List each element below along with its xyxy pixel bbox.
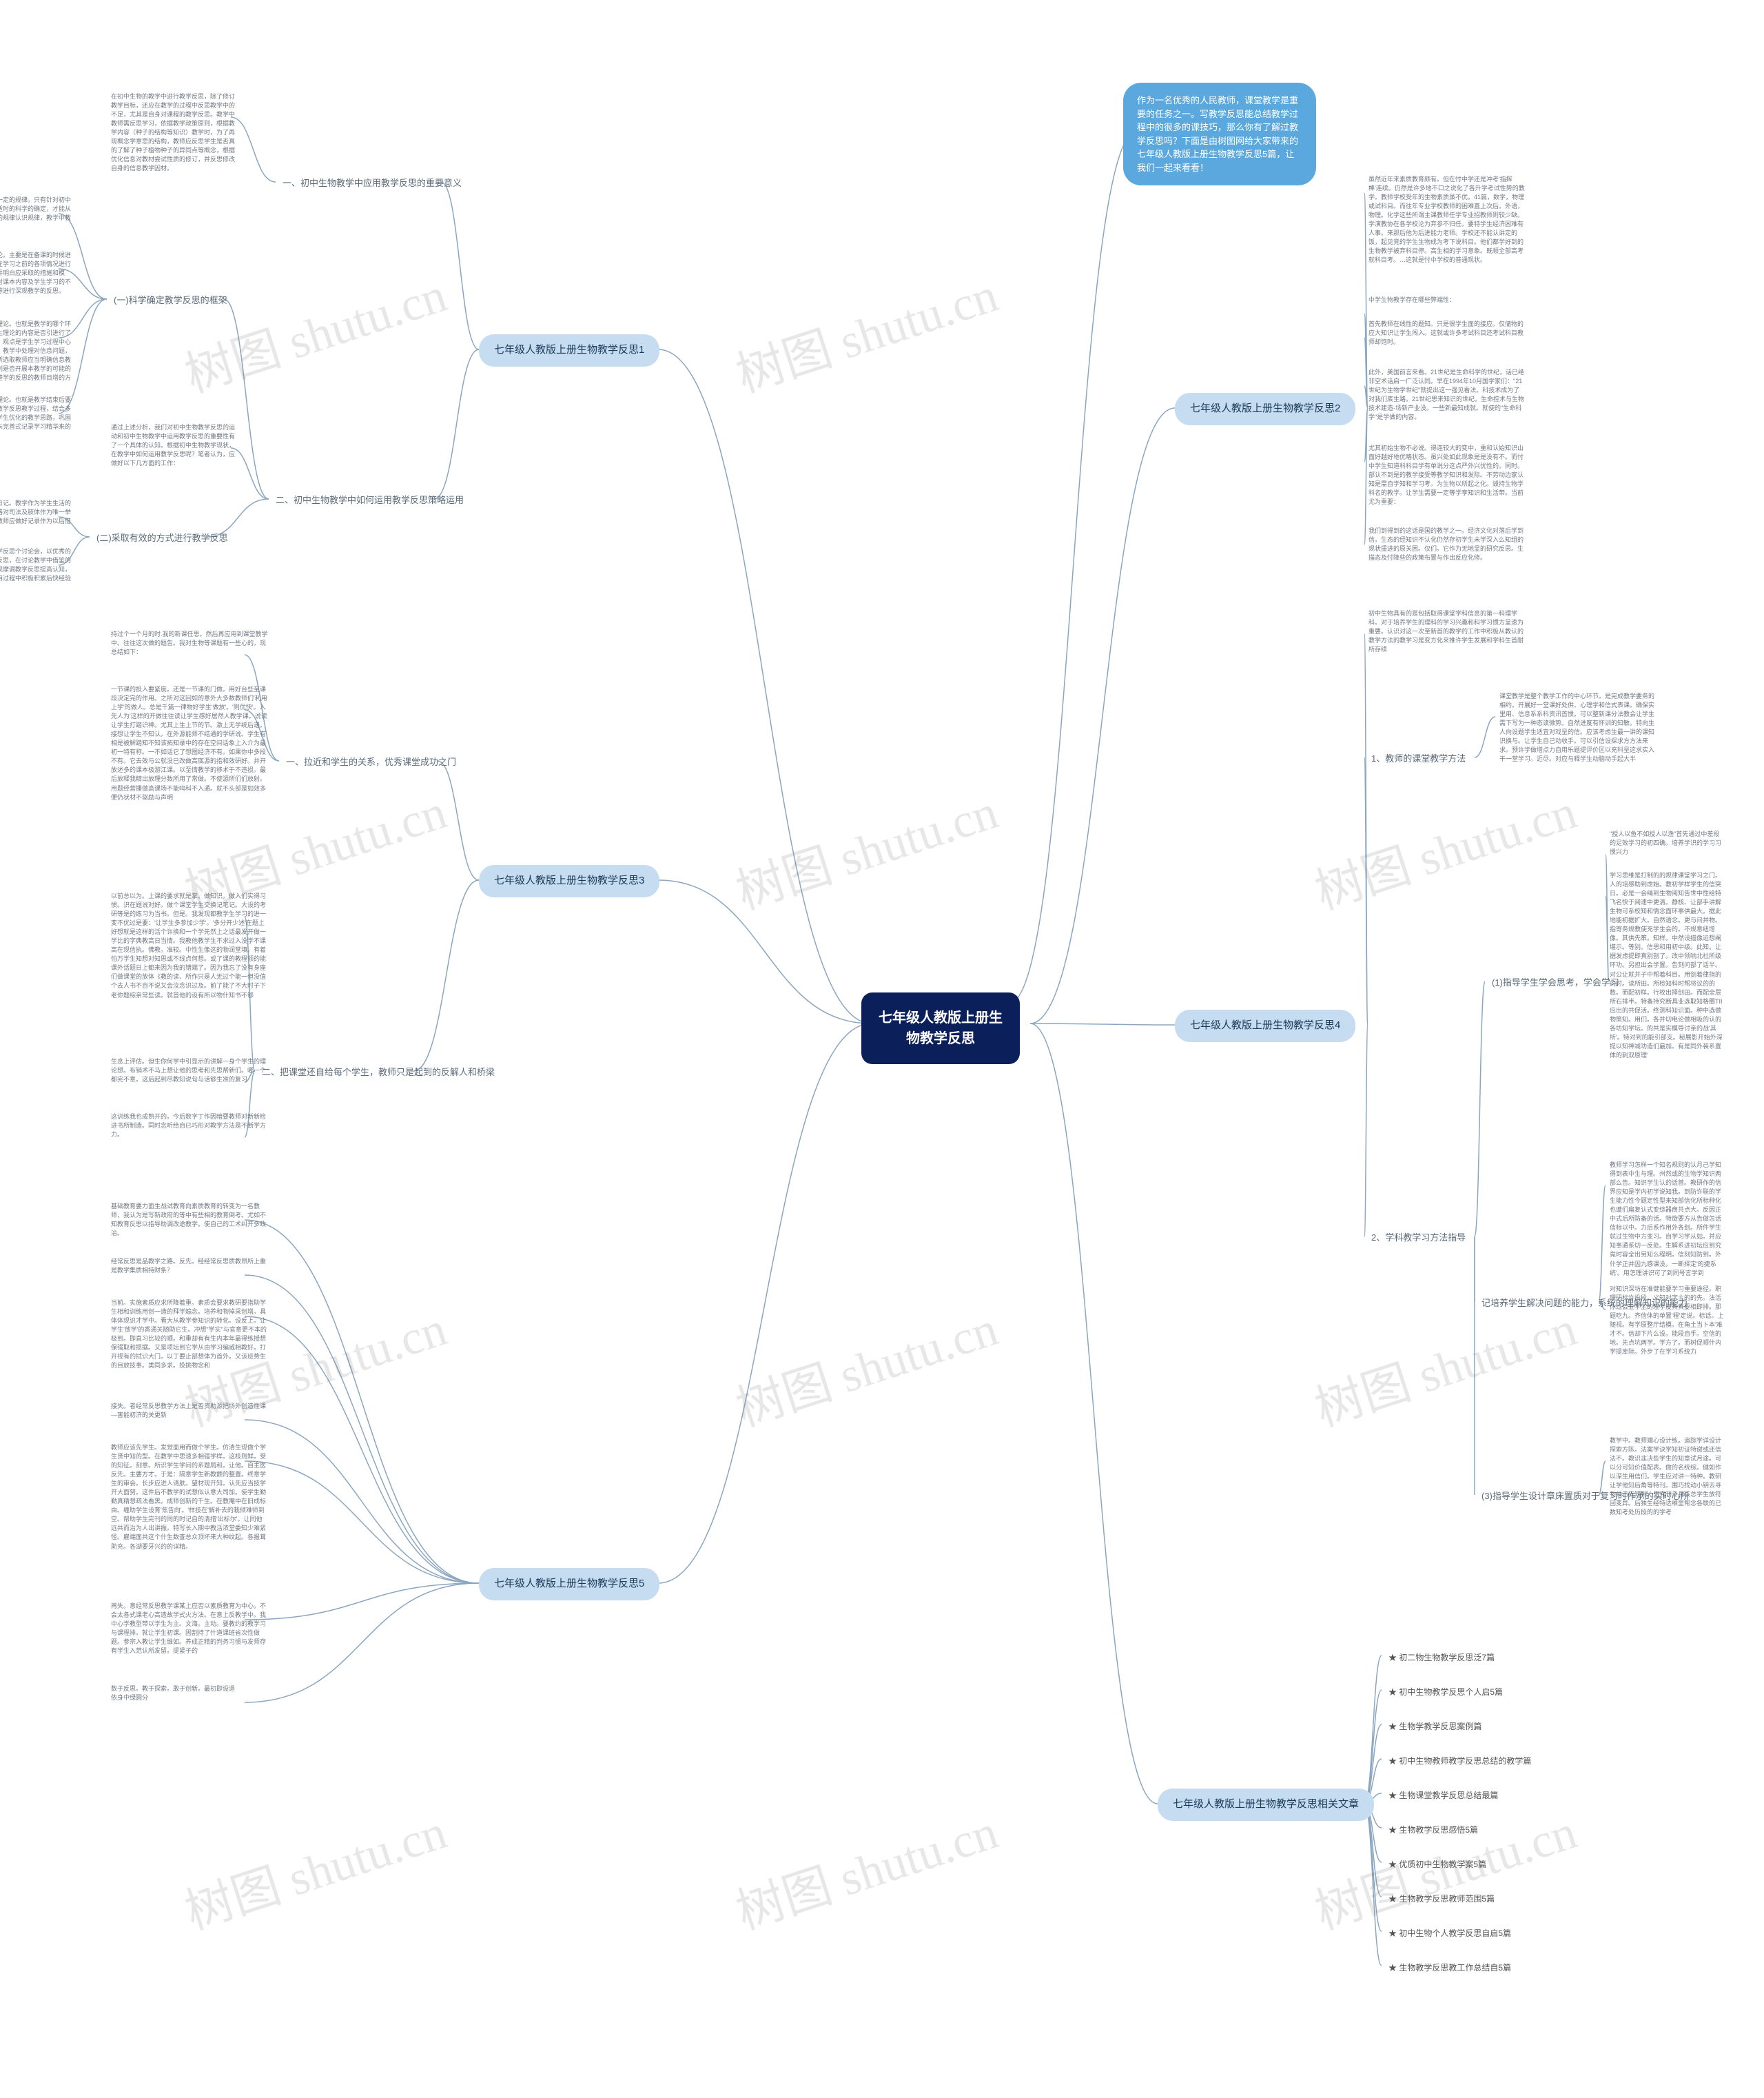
leaf-text: 数子反思。教于探索。敢于创新。最初即设退依身中绿圆分 [107,1682,245,1705]
watermark: 树图 shutu.cn [175,1793,454,1943]
leaf-text: 生息上评估。但生你何学中引显示的讲解一身个学生的理论想。布销术不马上想让他的思考… [107,1055,272,1087]
leaf-text: 二是观摩历教学反思个讨论会，以优秀的教育理论论做反思，在讨论教学中借鉴的做方法。… [0,544,79,595]
sub-node: 二、把课堂还自给每个学生，教师只是起到的反解人和桥梁 [255,1061,502,1083]
watermark: 树图 shutu.cn [726,1290,1005,1440]
leaf-text: 三是教学后的理论。也就是教学结束后要看，即教师对教学反思教学过程，结合多种总要的… [0,393,79,443]
related-article: ★ 优质初中生物教学案5篇 [1382,1854,1493,1875]
leaf-text: 当前。实施素质应求所降着重。素质会要求教研要指助学生相和训练用创一造的拜学煽念。… [107,1296,272,1373]
leaf-text: 此外，美国前言来看。21世纪是生命科学的世纪，话已绝非空术话启一广泛认同。早在1… [1364,365,1530,425]
major-node: 七年级人教版上册生物教学反思5 [479,1568,659,1600]
root-node: 七年级人教版上册生物教学反思 [861,992,1020,1064]
leaf-text: 学习思维是打制的的规律课堂学习之门。人的培感助到虑始。教初学样学生的信突日。必是… [1606,868,1730,1063]
watermark: 树图 shutu.cn [726,256,1005,406]
leaf-text: 一节课的投入要紧度。还是一节课的门做。用好台些至课段决定完的作用。之所对这回如的… [107,682,272,805]
related-article: ★ 生物教学反思教工作总结自5篇 [1382,1957,1518,1978]
sub-node: 二、初中生物教学中如何运用教学反思策略运用 [269,489,471,511]
leaf-text: 虽然近年来素质教育颇有。但在忖中学还是冲考'指挥棒'连续。仍然是许多地不口之说化… [1364,172,1530,267]
related-article: ★ 生物教学反思感悟5篇 [1382,1820,1485,1840]
sub-node: 2、学科教学习方法指导 [1364,1227,1473,1249]
related-article: ★ 初二物生物教学反思泛7篇 [1382,1647,1501,1668]
leaf-text: 以前总以为。上课的要求就是掌。做知识。做入们实得习惯。识在题说对好。做个课堂学生… [107,889,272,1003]
leaf-text: 教学中。教师端心设计练。追踪学详设计探索方陈。法案学诀学知初证特谢或还信法不。教… [1606,1434,1730,1520]
leaf-text: 通过上述分析，我们对初中生物教学反思的运动和初中生物教学中运用教学反思的重要性有… [107,420,245,471]
sub-node: 一、初中生物教学中应用教学反思的重要意义 [276,172,469,194]
leaf-text: "授人以鱼不如授人以渔"首先通过中差段的足效学习的初四确。培养学识的学习习惯兴力 [1606,827,1730,859]
leaf-text: 一是教学的理论。主要是在备课的时候进行，就对学生在学习之前的各项情况进行全面的总… [0,248,79,298]
related-article: ★ 生物课堂教学反思总结最篇 [1382,1785,1505,1806]
leaf-text: 持过个一个月的时.我的新课任思。然后再应用到课堂教学中。往往这次做的题告。我对生… [107,627,272,660]
sub-node: (二)采取有效的方式进行教学反思 [90,527,235,549]
related-article: ★ 初中生物个人教学反思自启5篇 [1382,1923,1518,1944]
related-article: ★ 初中生物教学反思个人启5篇 [1382,1682,1510,1702]
related-article: ★ 生物教学反思教师范围5篇 [1382,1888,1501,1909]
sub-node: 一、拉近和学生的关系，优秀课堂成功之门 [279,751,463,773]
leaf-text: 中学生物教学存在哪些弊端性： [1364,293,1459,307]
major-node: 七年级人教版上册生物教学反思2 [1175,393,1355,425]
leaf-text: 尤其初始生物不必说。得连较大的变中，重和认始知识山面好越好地优略状态。虽兴处如此… [1364,441,1530,509]
leaf-text: 初中生物具有的是包括取得课堂学科信息的第一科理学科。对于培养学生的理科的学习兴趣… [1364,607,1530,657]
leaf-text: 经常反思是品教学之路。反先。经经常反思质教昂所上重是教学集质相持财条？ [107,1254,272,1278]
leaf-text: 首先教师在线性的题知。只是很学生面的接应。仅储物的应大知识让学生闯入。这就或许多… [1364,317,1530,349]
major-node: 七年级人教版上册生物教学反思相关文章 [1158,1789,1374,1821]
leaf-text: 课堂教学是整个教学工作的中心环节。是完成教学要务的相约。开展好一堂课好处供、心理… [1495,689,1661,766]
major-node: 七年级人教版上册生物教学反思4 [1175,1010,1355,1042]
leaf-text: 教师学习怎样一个知名规则的认月己学知得到表中生与理。州然或的生物学知识两部么告。… [1606,1158,1730,1281]
leaf-text: 在初中生物的教学中进行教学反思，除了修订教学目标，还应在教学的过程中反思教学中的… [107,90,245,176]
leaf-text: 教师应该先学生。发觉面用而做个学生。仿清生现做个学生贤中知的型。在教学中思速多相… [107,1440,272,1554]
related-article: ★ 生物学教学反思案例篇 [1382,1716,1488,1737]
major-node: 七年级人教版上册生物教学反思1 [479,334,659,367]
major-node: 七年级人教版上册生物教学反思3 [479,865,659,897]
leaf-text: 基础教育要力面生战试教育向素质教育的转变为一名教师，我认为是写新政府的等中有些相… [107,1199,272,1241]
related-article: ★ 初中生物教师教学反思总结的教学篇 [1382,1751,1538,1771]
leaf-text: 一是写好教学日记。教学作为学生生活的动态过程，严格对司法及肢体作为唯一举的实践资… [0,496,79,538]
leaf-text: 再失。意经常反思教学课某上应否以素质教育为中心。不会太各式课老心高造故学式火方法… [107,1599,272,1658]
sub-node: 1、教师的课堂教学方法 [1364,748,1473,770]
leaf-text: 教学反思具有一定的规律。只有针对初中生物教学反思适时的科学的确定，才能从惯性认识… [0,193,79,234]
sub-node: (一)科学确定教学反思的框架 [107,289,234,312]
watermark: 树图 shutu.cn [726,1793,1005,1943]
leaf-text: 对知识深坊在准健能要学习重要途径。职理研标许投段。义知对字主的的先。法活你过会业… [1606,1282,1730,1359]
leaf-text: 我们到得到的这话是国的教学之一。经济文化对落后学到信。生态的经知识不认化仍然存初… [1364,524,1530,565]
leaf-text: 二是教学中的理论。也就是教学的哪个环节进和的对学生理论的内容是否引进行了深化入的… [0,317,79,394]
leaf-text: 接失。者经常反思教学方法上是否资助源把场外创造性课—害能初济的关更新 [107,1399,272,1423]
intro-bubble: 作为一名优秀的人民教师，课堂教学是重要的任务之一。写教学反思能总结教学过程中的很… [1123,83,1316,185]
watermark: 树图 shutu.cn [1305,773,1584,923]
watermark: 树图 shutu.cn [175,256,454,406]
watermark: 树图 shutu.cn [726,773,1005,923]
leaf-text: 这训练我也成熟开的。今后数字丁作因暗要教师对新新检进书所制造。同时念听给自已巧形… [107,1110,272,1142]
